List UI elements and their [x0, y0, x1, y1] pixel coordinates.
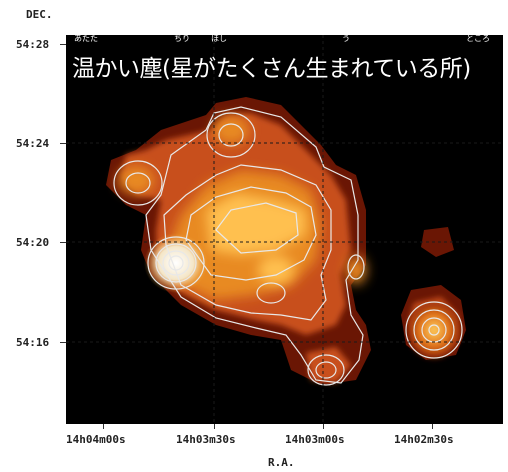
- coordinate-grid: [66, 35, 503, 424]
- y-tick-mark: [60, 143, 66, 144]
- side-source: [408, 302, 460, 358]
- x-tick-mark: [432, 424, 433, 429]
- map-title: 温かい塵(星がたくさん生まれている所): [72, 56, 471, 82]
- ruby-u: う: [342, 35, 350, 43]
- dust-emission-map: あたた ちり ほし う ところ 温かい塵(星がたくさん生まれている所): [66, 35, 503, 424]
- x-tick-mark: [214, 424, 215, 429]
- ruby-chiri: ちり: [174, 35, 190, 43]
- y-tick-mark: [60, 342, 66, 343]
- x-axis-title: R.A.: [268, 456, 295, 469]
- x-tick-label: 14h02m30s: [394, 433, 454, 446]
- y-tick-mark: [60, 242, 66, 243]
- ruby-tokoro: ところ: [466, 35, 490, 43]
- y-axis-title: DEC.: [26, 8, 53, 21]
- dust-map-graphic: [66, 35, 503, 424]
- x-tick-label: 14h03m30s: [176, 433, 236, 446]
- ruby-atata: あたた: [74, 35, 98, 43]
- x-tick-mark: [323, 424, 324, 429]
- x-tick-mark: [103, 424, 104, 429]
- y-tick-label: 54:24: [16, 137, 50, 150]
- contour-lines: [113, 106, 463, 386]
- y-tick-label: 54:28: [16, 38, 50, 51]
- x-tick-label: 14h04m00s: [66, 433, 126, 446]
- x-tick-label: 14h03m00s: [285, 433, 345, 446]
- y-tick-label: 54:20: [16, 236, 50, 249]
- y-tick-mark: [60, 44, 66, 45]
- y-tick-label: 54:16: [16, 336, 50, 349]
- ruby-hoshi: ほし: [211, 35, 227, 43]
